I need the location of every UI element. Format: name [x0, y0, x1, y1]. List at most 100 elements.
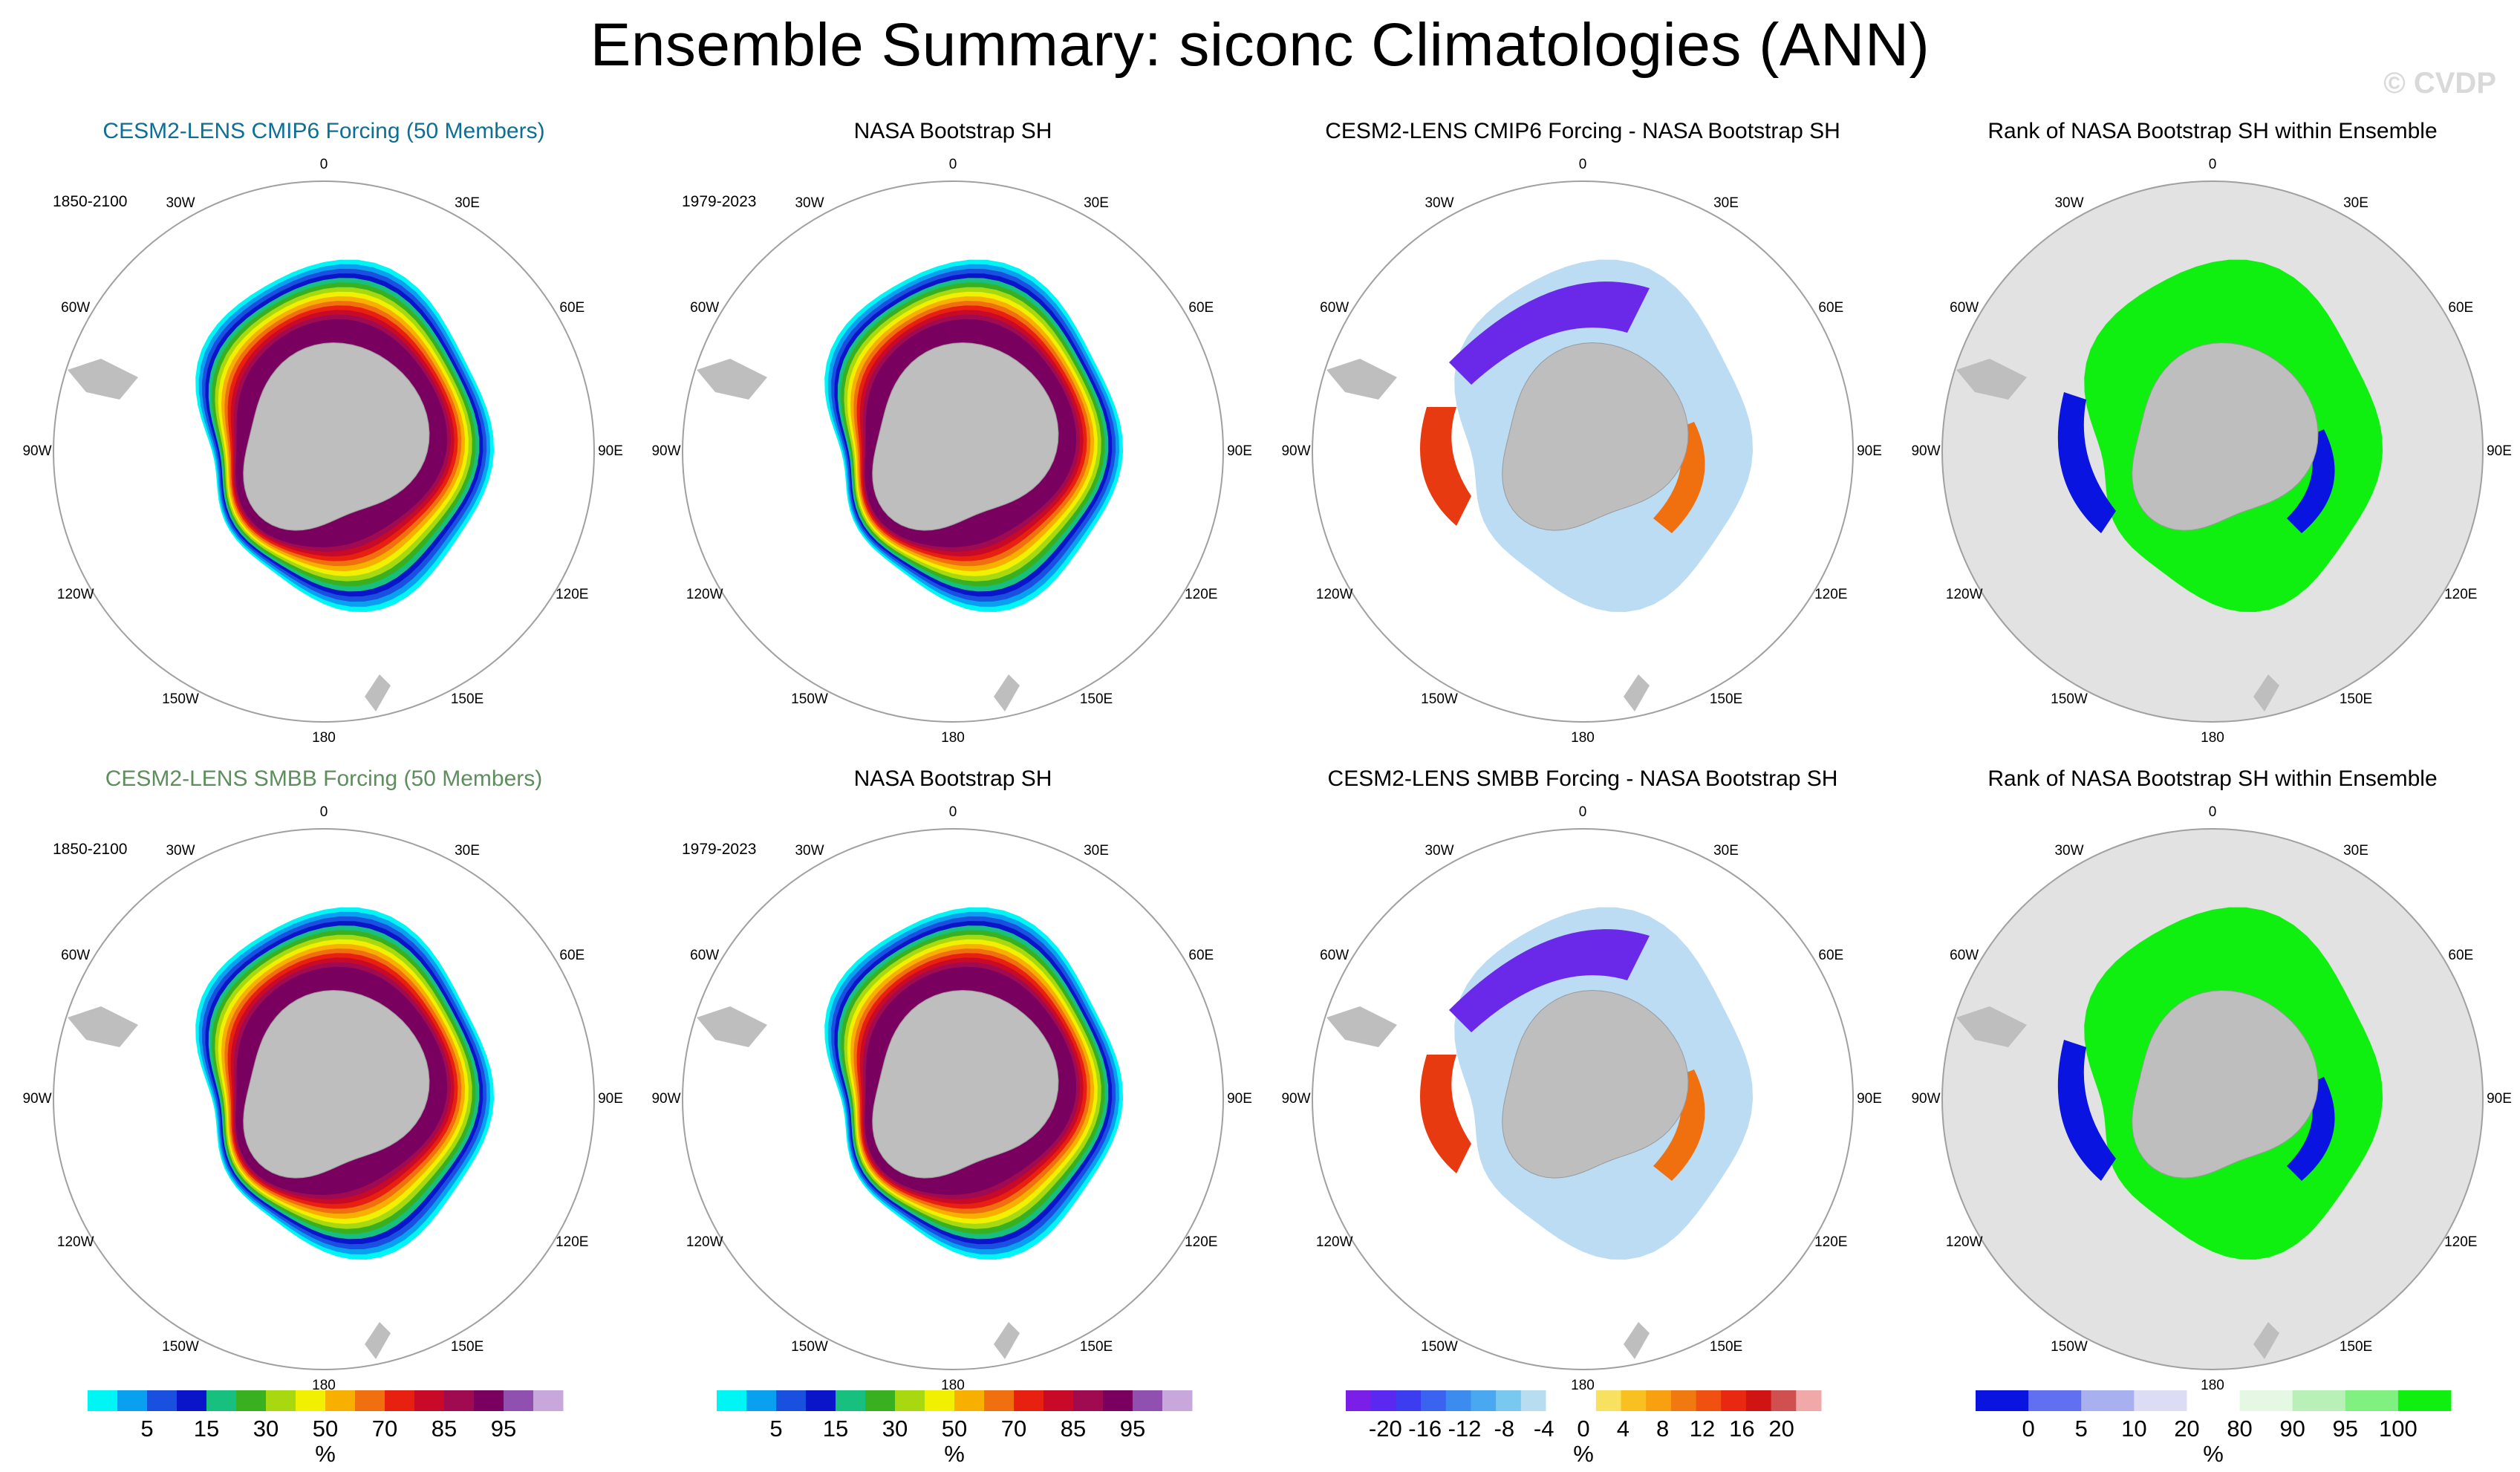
panel-title: CESM2-LENS CMIP6 Forcing - NASA Bootstra…	[1325, 119, 1840, 143]
lon-label: 150W	[1421, 1339, 1458, 1355]
colorbar-swatch	[865, 1390, 896, 1411]
colorbar-swatch	[2239, 1390, 2293, 1411]
lon-label: 90W	[1281, 443, 1311, 459]
lon-label: 60W	[1320, 948, 1349, 963]
colorbar-tick-label: 8	[1656, 1416, 1669, 1442]
colorbar-unit: %	[2203, 1441, 2224, 1467]
lon-label: 90E	[2487, 443, 2512, 459]
lon-label: 180	[312, 730, 336, 746]
colorbar-tick-label: 0	[1577, 1416, 1589, 1442]
colorbar-swatch	[1520, 1390, 1546, 1411]
colorbar-tick-label: 95	[491, 1416, 516, 1442]
lon-label: 30W	[166, 195, 195, 211]
colorbar-tick-label: 95	[1120, 1416, 1145, 1442]
colorbar-swatch	[1496, 1390, 1522, 1411]
lon-label: 60E	[2448, 300, 2474, 316]
lon-label: 120W	[686, 1234, 723, 1250]
colorbar-swatch	[1162, 1390, 1193, 1411]
colorbar-tick-label: 95	[2333, 1416, 2358, 1442]
south-america-land	[697, 359, 767, 400]
polar-map-diff	[1312, 828, 1854, 1370]
colorbar-swatch	[1445, 1390, 1471, 1411]
new-zealand-land	[365, 1322, 391, 1359]
colorbar-tick-label: 5	[140, 1416, 153, 1442]
lon-label: 0	[1578, 804, 1587, 820]
colorbar-swatch	[1796, 1390, 1822, 1411]
antarctica-land	[243, 989, 430, 1179]
lon-label: 60E	[2448, 948, 2474, 963]
lon-label: 60W	[1320, 300, 1349, 316]
colorbar-swatch	[1396, 1390, 1422, 1411]
lon-label: 120E	[1185, 587, 1218, 602]
diff-positive-region	[1420, 407, 1471, 526]
colorbar-swatch	[266, 1390, 296, 1411]
colorbar-concentration: 5 15 30 50 70 85 95%	[88, 1390, 564, 1467]
lon-label: 90W	[651, 443, 681, 459]
lon-label: 0	[948, 804, 957, 820]
colorbar-swatch	[206, 1390, 237, 1411]
diff-positive-region	[1420, 1055, 1471, 1173]
south-america-land	[1956, 359, 2027, 400]
lon-label: 150E	[450, 1339, 484, 1355]
watermark: © CVDP	[2383, 67, 2496, 100]
lon-label: 150E	[1079, 1339, 1113, 1355]
colorbar-swatch	[177, 1390, 207, 1411]
diff-positive-region	[1653, 422, 1705, 533]
colorbar-tick-label: 20	[2174, 1416, 2199, 1442]
antarctica-land	[872, 989, 1059, 1179]
colorbar-swatch	[444, 1390, 475, 1411]
colorbar-swatch	[296, 1390, 326, 1411]
colorbar-swatch	[1745, 1390, 1772, 1411]
colorbar-difference: -20 -16 -12 -8 -4 0 4 8 12 16 20%	[1346, 1390, 1822, 1467]
lon-label: 150E	[2339, 691, 2373, 708]
colorbar-tick-label: 5	[2075, 1416, 2088, 1442]
lon-label: 120W	[1945, 587, 1983, 602]
colorbar-swatch	[1133, 1390, 1163, 1411]
lon-label: 30E	[455, 842, 480, 859]
lon-label: 90W	[1281, 1091, 1311, 1107]
lon-label: 0	[1578, 157, 1587, 172]
colorbar-swatch	[414, 1390, 445, 1411]
lon-label: 0	[319, 157, 328, 172]
colorbar-tick-label: -4	[1534, 1416, 1554, 1442]
lon-label: 60E	[1188, 948, 1214, 963]
lon-label: 90E	[1227, 443, 1252, 459]
lon-label: 60E	[559, 300, 585, 316]
colorbar-swatch	[836, 1390, 866, 1411]
colorbar-tick-label: 10	[2121, 1416, 2146, 1442]
lon-label: 30W	[795, 195, 824, 211]
antarctica-land	[243, 342, 430, 531]
panel-title: NASA Bootstrap SH	[853, 766, 1052, 791]
colorbar-swatch	[2292, 1390, 2346, 1411]
lon-label: 120E	[556, 587, 589, 602]
colorbar-tick-label: 15	[194, 1416, 219, 1442]
panel-title: NASA Bootstrap SH	[853, 119, 1052, 143]
lon-label: 90E	[2487, 1091, 2512, 1107]
colorbar-swatch	[1103, 1390, 1133, 1411]
lon-label: 120W	[1945, 1234, 1983, 1250]
lon-label: 90W	[22, 1091, 52, 1107]
lon-label: 30W	[1425, 195, 1454, 211]
colorbar-tick-label: 12	[1690, 1416, 1715, 1442]
lon-label: 180	[2201, 730, 2224, 746]
lon-label: 30E	[1084, 195, 1109, 211]
colorbar-tick-label: 70	[1001, 1416, 1026, 1442]
panel-title: Rank of NASA Bootstrap SH within Ensembl…	[1987, 766, 2438, 791]
lon-label: 60W	[1950, 300, 1979, 316]
colorbar-swatch	[385, 1390, 415, 1411]
diff-positive-region	[1653, 1069, 1705, 1181]
lon-label: 120E	[1185, 1234, 1218, 1250]
lon-label: 90E	[1227, 1091, 1252, 1107]
lon-label: 90E	[1857, 1091, 1882, 1107]
colorbar-rank: 0 5 10 20 80 90 95 100%	[1976, 1390, 2452, 1467]
period-label: 1979-2023	[682, 193, 757, 210]
lon-label: 60E	[1818, 948, 1844, 963]
colorbar-swatch	[2081, 1390, 2135, 1411]
colorbar-tick-label: 50	[942, 1416, 967, 1442]
colorbar-swatch	[895, 1390, 925, 1411]
lon-label: 120W	[686, 587, 723, 602]
south-america-land	[1326, 359, 1397, 400]
south-america-land	[1956, 1006, 2027, 1047]
lon-label: 60W	[61, 948, 91, 963]
antarctica-land	[1502, 342, 1689, 531]
